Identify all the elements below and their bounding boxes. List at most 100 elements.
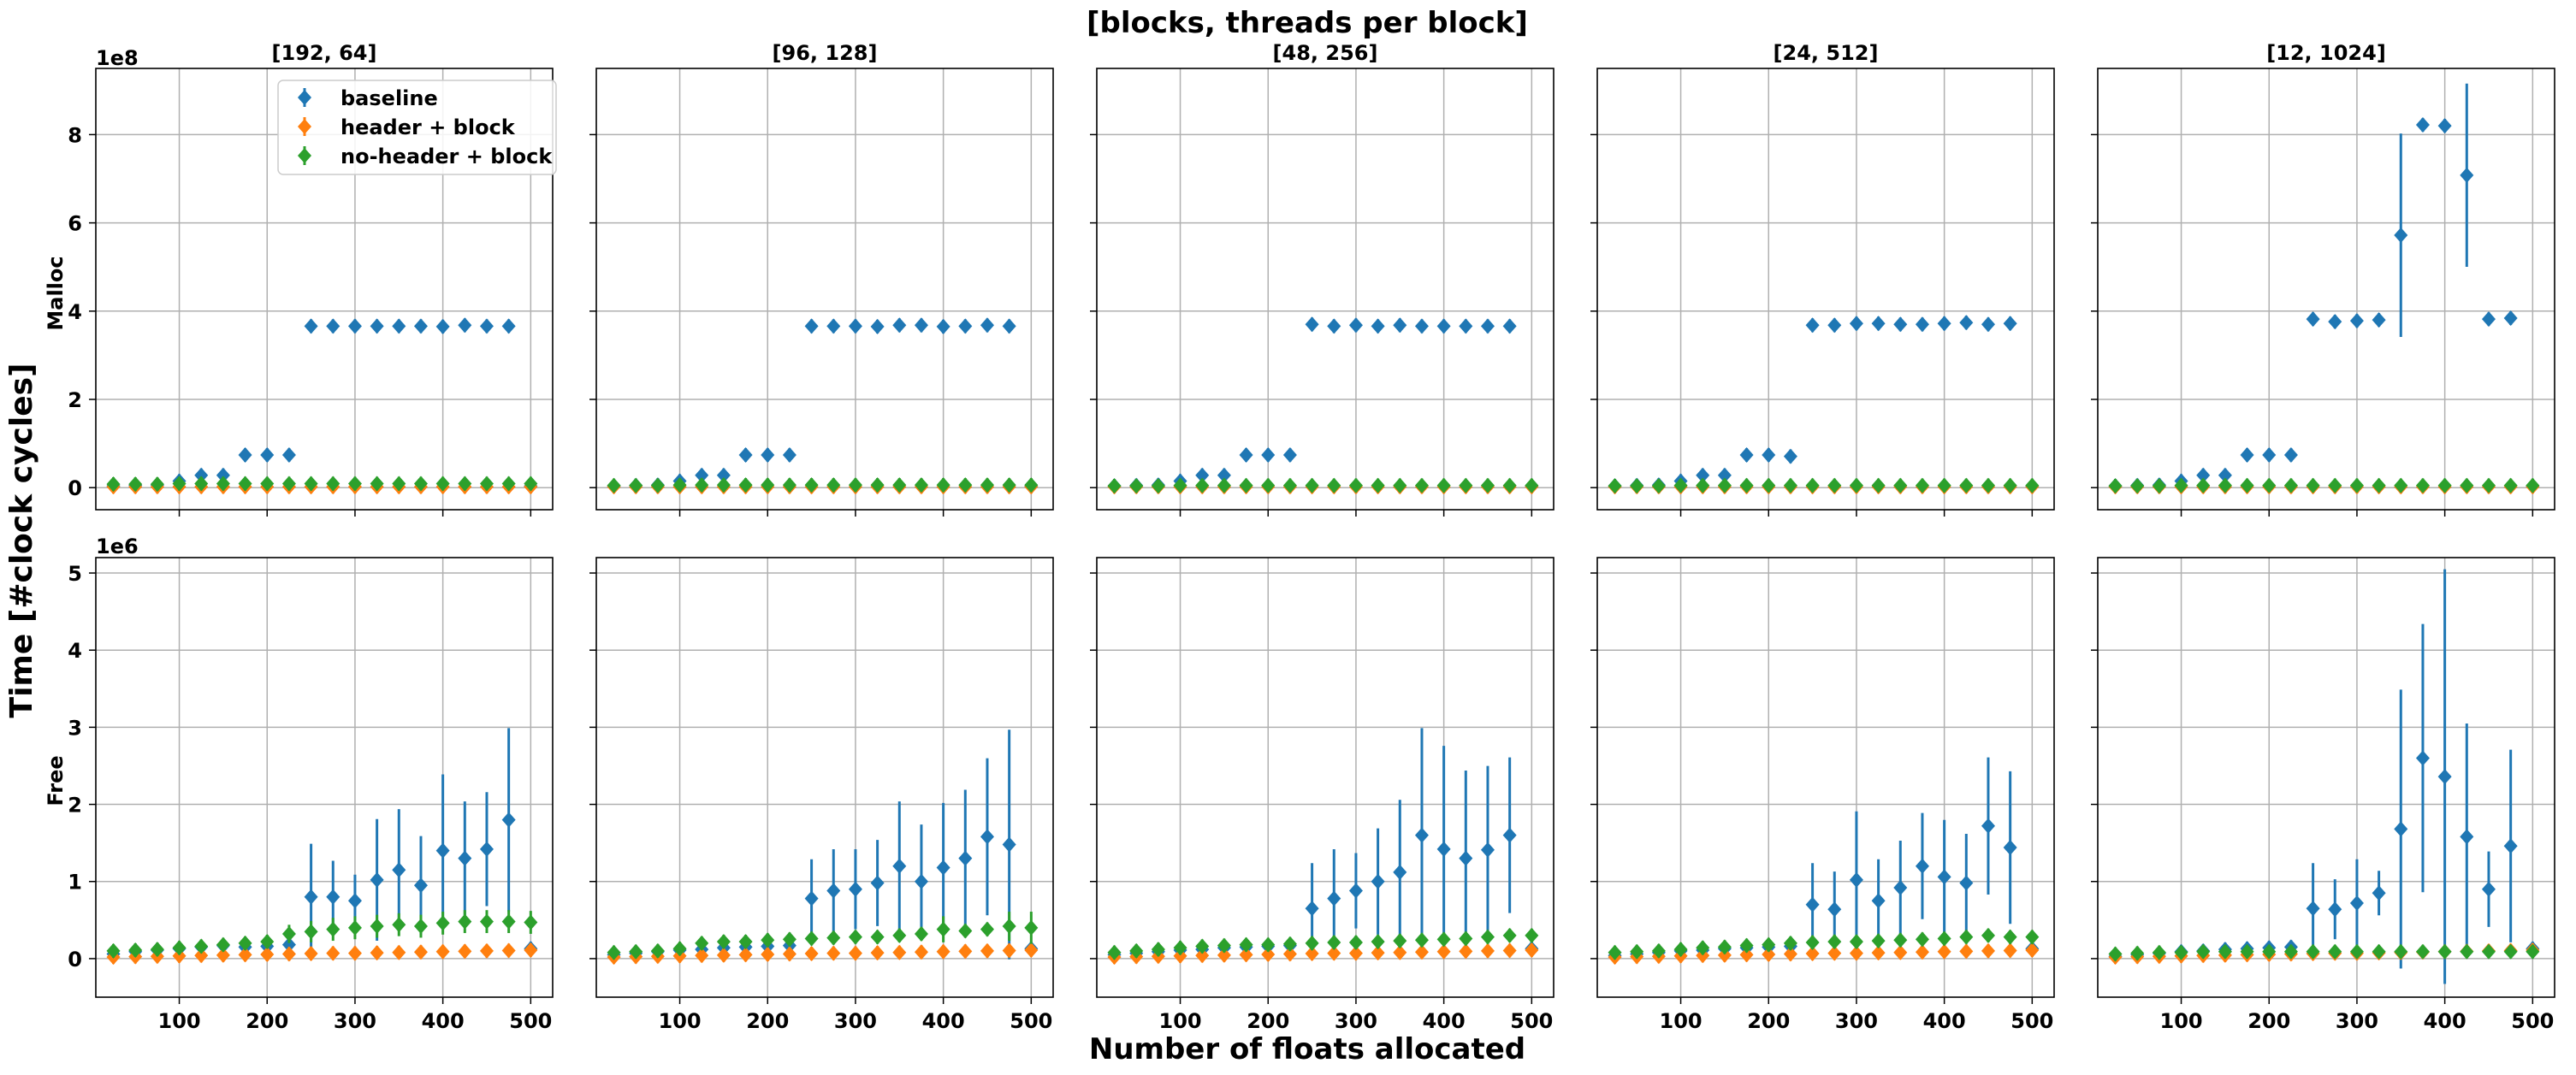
panel: 100 200 300 400 500 <box>1090 557 1554 1033</box>
data-point <box>479 475 494 492</box>
data-point <box>1959 943 1974 960</box>
data-point <box>1762 477 1776 493</box>
data-point <box>1195 938 1210 954</box>
x-tick-label: 100 <box>659 1009 702 1033</box>
data-point <box>1195 948 1210 964</box>
data-point <box>716 934 731 950</box>
data-point <box>435 943 450 960</box>
data-point <box>1480 942 1495 959</box>
data-point <box>2003 840 2017 856</box>
data-point <box>629 477 643 493</box>
data-layer <box>106 728 538 966</box>
data-point <box>1107 944 1122 960</box>
data-point <box>1783 477 1797 493</box>
data-point <box>2328 943 2342 960</box>
data-point <box>936 921 950 937</box>
data-point <box>958 318 973 334</box>
row-label-free: Free <box>44 755 68 806</box>
data-point <box>2025 929 2040 945</box>
data-point <box>2003 477 2017 493</box>
data-point <box>2306 943 2320 960</box>
data-point <box>238 475 252 492</box>
data-point <box>1805 317 1820 334</box>
data-point <box>848 945 862 961</box>
data-point <box>524 914 538 930</box>
data-point <box>738 934 753 950</box>
legend: baseline header + block no-header + block <box>277 80 557 175</box>
data-point <box>870 929 885 945</box>
data-point <box>1480 318 1495 334</box>
data-point <box>761 932 775 948</box>
data-point <box>1002 318 1016 334</box>
data-point <box>2306 477 2320 493</box>
x-tick-label: 100 <box>1660 1009 1703 1033</box>
data-point <box>761 447 775 464</box>
data-point <box>826 477 841 493</box>
panel-frame <box>595 68 1054 511</box>
data-point <box>1414 318 1429 334</box>
data-point <box>2437 118 2452 134</box>
data-point <box>1915 858 1929 874</box>
data-layer <box>607 729 1039 966</box>
x-tick-label: 400 <box>422 1009 465 1033</box>
data-point <box>2437 943 2452 960</box>
panel-frame <box>1096 68 1554 511</box>
data-point <box>1893 944 1908 960</box>
data-point <box>1459 850 1473 866</box>
data-point <box>458 913 472 930</box>
data-point <box>1893 879 1908 895</box>
data-point <box>1436 931 1451 948</box>
data-point <box>826 930 841 946</box>
data-point <box>1981 927 1995 943</box>
data-point <box>435 842 450 859</box>
data-point <box>2503 310 2518 327</box>
data-point <box>738 947 753 963</box>
data-point <box>1348 883 1363 899</box>
y-tick-label: 0 <box>68 948 82 972</box>
data-point <box>958 923 973 939</box>
data-point <box>1805 934 1820 950</box>
data-point <box>2328 314 2342 330</box>
data-point <box>238 935 252 951</box>
data-point <box>607 477 621 493</box>
data-point <box>2152 944 2166 960</box>
data-point <box>980 921 994 937</box>
data-point <box>848 318 862 334</box>
data-point <box>1805 477 1820 493</box>
panel-frame <box>95 68 554 511</box>
data-point <box>936 477 950 493</box>
data-point <box>1981 316 1995 333</box>
data-point <box>1696 467 1710 483</box>
data-point <box>435 475 450 492</box>
data-point <box>1525 942 1539 958</box>
data-point <box>392 475 406 492</box>
data-point <box>826 318 841 334</box>
data-layer <box>607 317 1039 495</box>
data-point <box>501 942 516 959</box>
data-point <box>672 941 687 957</box>
x-tick-label: 400 <box>2424 1009 2466 1033</box>
data-point <box>804 930 819 947</box>
data-point <box>1282 477 1297 493</box>
data-point <box>1937 316 1951 332</box>
panel-frame <box>1096 557 1554 998</box>
data-point <box>1959 315 1974 331</box>
data-point <box>1805 896 1820 913</box>
data-point <box>1915 316 1929 333</box>
data-point <box>347 475 362 492</box>
data-point <box>672 477 687 493</box>
data-point <box>1717 467 1732 483</box>
data-point <box>1502 827 1517 843</box>
data-point <box>1871 933 1886 949</box>
data-point <box>2218 467 2232 483</box>
data-point <box>281 447 296 464</box>
data-layer <box>2108 569 2540 984</box>
row-exponent-free: 1e6 <box>96 535 139 558</box>
data-point <box>260 475 275 492</box>
figure-ylabel: Time [#clock cycles] <box>4 363 39 718</box>
data-point <box>1871 316 1886 332</box>
data-point <box>370 475 384 492</box>
data-point <box>1502 477 1517 493</box>
data-point <box>1717 939 1732 955</box>
plot-area <box>1597 558 2054 997</box>
